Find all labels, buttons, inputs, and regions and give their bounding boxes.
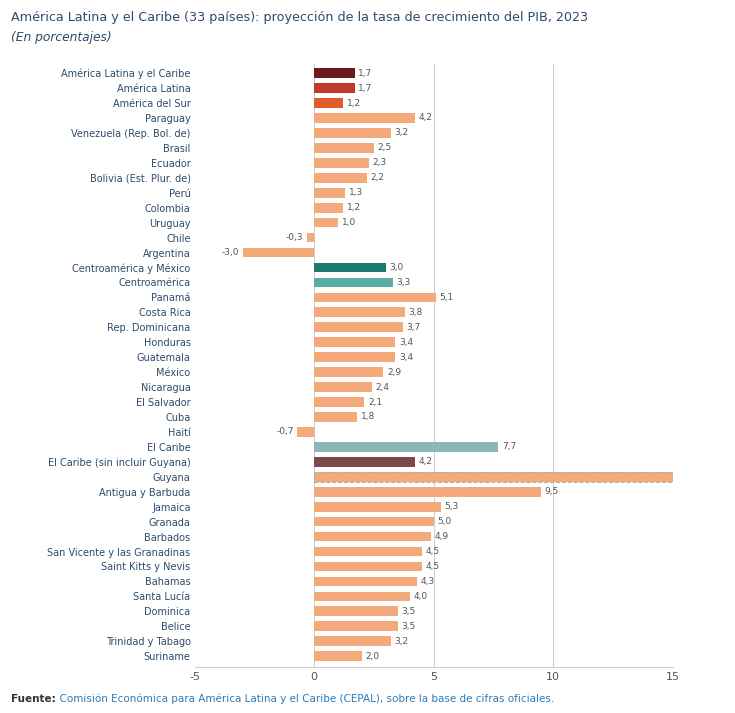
Text: 3,8: 3,8	[409, 308, 423, 317]
Bar	[314, 173, 367, 183]
Bar	[314, 637, 391, 646]
Bar	[314, 547, 422, 556]
Bar	[314, 622, 398, 631]
Bar	[314, 277, 393, 287]
Bar	[314, 143, 374, 153]
Bar	[314, 113, 415, 123]
Bar	[314, 322, 403, 332]
Text: (En porcentajes): (En porcentajes)	[11, 31, 112, 43]
Bar	[314, 128, 391, 138]
Bar	[314, 382, 371, 392]
Bar	[314, 397, 365, 407]
Text: 2,1: 2,1	[368, 398, 382, 406]
Text: 2,2: 2,2	[370, 173, 384, 183]
Text: 4,0: 4,0	[413, 592, 428, 601]
Text: 4,2: 4,2	[418, 457, 432, 466]
Bar	[314, 188, 345, 198]
Bar	[314, 517, 434, 526]
Bar	[314, 442, 498, 452]
Text: 5,1: 5,1	[440, 293, 454, 302]
Bar	[314, 592, 410, 601]
Bar	[314, 202, 343, 212]
Bar	[314, 577, 417, 586]
Text: 7,7: 7,7	[502, 442, 516, 451]
Bar	[314, 487, 541, 496]
Bar	[314, 532, 431, 541]
Bar	[314, 98, 343, 108]
Text: 3,3: 3,3	[397, 278, 411, 287]
Text: 1,7: 1,7	[359, 83, 373, 93]
Text: -0,7: -0,7	[276, 427, 294, 436]
Text: Comisión Económica para América Latina y el Caribe (CEPAL), sobre la base de cif: Comisión Económica para América Latina y…	[53, 694, 554, 704]
Text: -0,3: -0,3	[286, 233, 304, 242]
Bar	[314, 652, 362, 661]
Text: 4,9: 4,9	[435, 532, 449, 541]
Text: 4,5: 4,5	[426, 562, 440, 571]
Bar	[314, 262, 386, 272]
Bar	[314, 457, 415, 467]
Bar	[314, 472, 735, 482]
Bar	[243, 247, 314, 257]
Text: 4,2: 4,2	[418, 113, 432, 123]
Text: 1,2: 1,2	[346, 98, 361, 108]
Text: 3,4: 3,4	[399, 353, 413, 361]
Text: 5,0: 5,0	[437, 517, 451, 526]
Bar	[314, 562, 422, 571]
Text: -3,0: -3,0	[221, 248, 239, 257]
Bar	[314, 352, 395, 362]
Text: 1,8: 1,8	[361, 413, 375, 421]
Text: 4,3: 4,3	[420, 577, 434, 586]
Text: 4,5: 4,5	[426, 547, 440, 556]
Bar	[314, 337, 395, 347]
Text: 9,5: 9,5	[545, 487, 559, 496]
Bar	[314, 158, 369, 168]
Bar	[314, 217, 338, 227]
Text: 2,9: 2,9	[387, 368, 401, 376]
Bar	[314, 292, 436, 302]
Text: 5,3: 5,3	[445, 502, 459, 511]
Text: América Latina y el Caribe (33 países): proyección de la tasa de crecimiento del: América Latina y el Caribe (33 países): …	[11, 11, 588, 24]
Text: 3,5: 3,5	[401, 622, 416, 631]
Bar	[314, 502, 441, 511]
Text: 3,5: 3,5	[401, 607, 416, 616]
Text: 2,5: 2,5	[378, 143, 392, 153]
Text: 3,0: 3,0	[390, 263, 404, 272]
Text: 3,2: 3,2	[394, 637, 409, 646]
Bar	[314, 412, 357, 422]
Bar	[314, 307, 405, 317]
Bar	[314, 68, 355, 78]
Text: 3,4: 3,4	[399, 338, 413, 347]
Text: 2,4: 2,4	[375, 383, 389, 391]
Bar	[314, 472, 735, 482]
Text: 2,0: 2,0	[365, 652, 380, 661]
Text: 3,2: 3,2	[394, 128, 409, 138]
Text: 1,2: 1,2	[346, 203, 361, 212]
Bar	[307, 232, 314, 242]
Text: 1,7: 1,7	[359, 68, 373, 78]
Bar	[314, 367, 384, 377]
Bar	[314, 83, 355, 93]
Text: 3,7: 3,7	[406, 323, 420, 332]
Bar	[314, 607, 398, 616]
Text: 1,3: 1,3	[349, 188, 363, 198]
Bar	[298, 427, 314, 437]
Text: 2,3: 2,3	[373, 158, 387, 168]
Text: Fuente:: Fuente:	[11, 694, 56, 704]
Text: 1,0: 1,0	[342, 218, 356, 227]
